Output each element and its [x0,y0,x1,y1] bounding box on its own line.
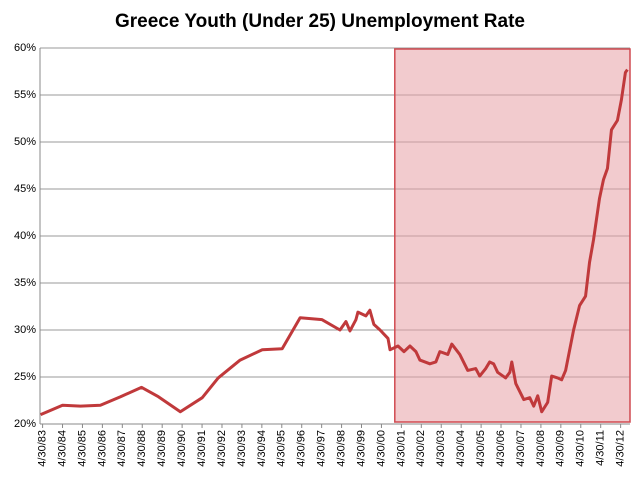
y-tick-label: 40% [14,230,36,242]
x-tick-label: 4/30/08 [535,430,547,467]
x-tick-label: 4/30/89 [156,430,168,467]
y-tick-label: 45% [14,183,36,195]
x-tick-label: 4/30/84 [56,430,68,467]
x-tick-label: 4/30/92 [216,430,228,467]
x-tick-label: 4/30/87 [116,430,128,467]
x-tick-label: 4/30/06 [495,430,507,467]
x-tick-label: 4/30/02 [415,430,427,467]
x-tick-label: 4/30/03 [435,430,447,467]
y-tick-label: 35% [14,277,36,289]
x-tick-label: 4/30/10 [575,430,587,467]
x-tick-label: 4/30/94 [256,430,268,467]
x-tick-label: 4/30/86 [96,430,108,467]
x-tick-label: 4/30/04 [455,430,467,467]
y-tick-label: 60% [14,42,36,54]
x-tick-label: 4/30/96 [296,430,308,467]
data-line [40,68,629,416]
x-tick-label: 4/30/98 [335,430,347,467]
x-tick-label: 4/30/00 [375,430,387,467]
x-tick-label: 4/30/07 [515,430,527,467]
highlight-region [394,48,631,423]
x-tick-label: 4/30/11 [595,430,607,466]
y-tick-label: 25% [14,371,36,383]
x-tick-label: 4/30/09 [555,430,567,467]
x-tick-label: 4/30/83 [36,430,48,467]
x-tick-label: 4/30/85 [76,430,88,467]
x-tick-label: 4/30/91 [196,430,208,467]
x-tick-label: 4/30/05 [475,430,487,467]
x-tick-label: 4/30/01 [395,430,407,467]
x-tick-label: 4/30/93 [236,430,248,467]
y-tick-label: 55% [14,89,36,101]
x-tick-label: 4/30/95 [276,430,288,467]
x-tick-label: 4/30/97 [316,430,328,467]
y-tick-label: 30% [14,324,36,336]
y-tick-label: 50% [14,136,36,148]
x-tick-label: 4/30/12 [615,430,627,467]
chart-title: Greece Youth (Under 25) Unemployment Rat… [115,11,525,32]
x-tick-label: 4/30/99 [355,430,367,467]
x-tick-label: 4/30/90 [176,430,188,467]
x-tick-label: 4/30/88 [136,430,148,467]
y-tick-label: 20% [14,418,36,430]
